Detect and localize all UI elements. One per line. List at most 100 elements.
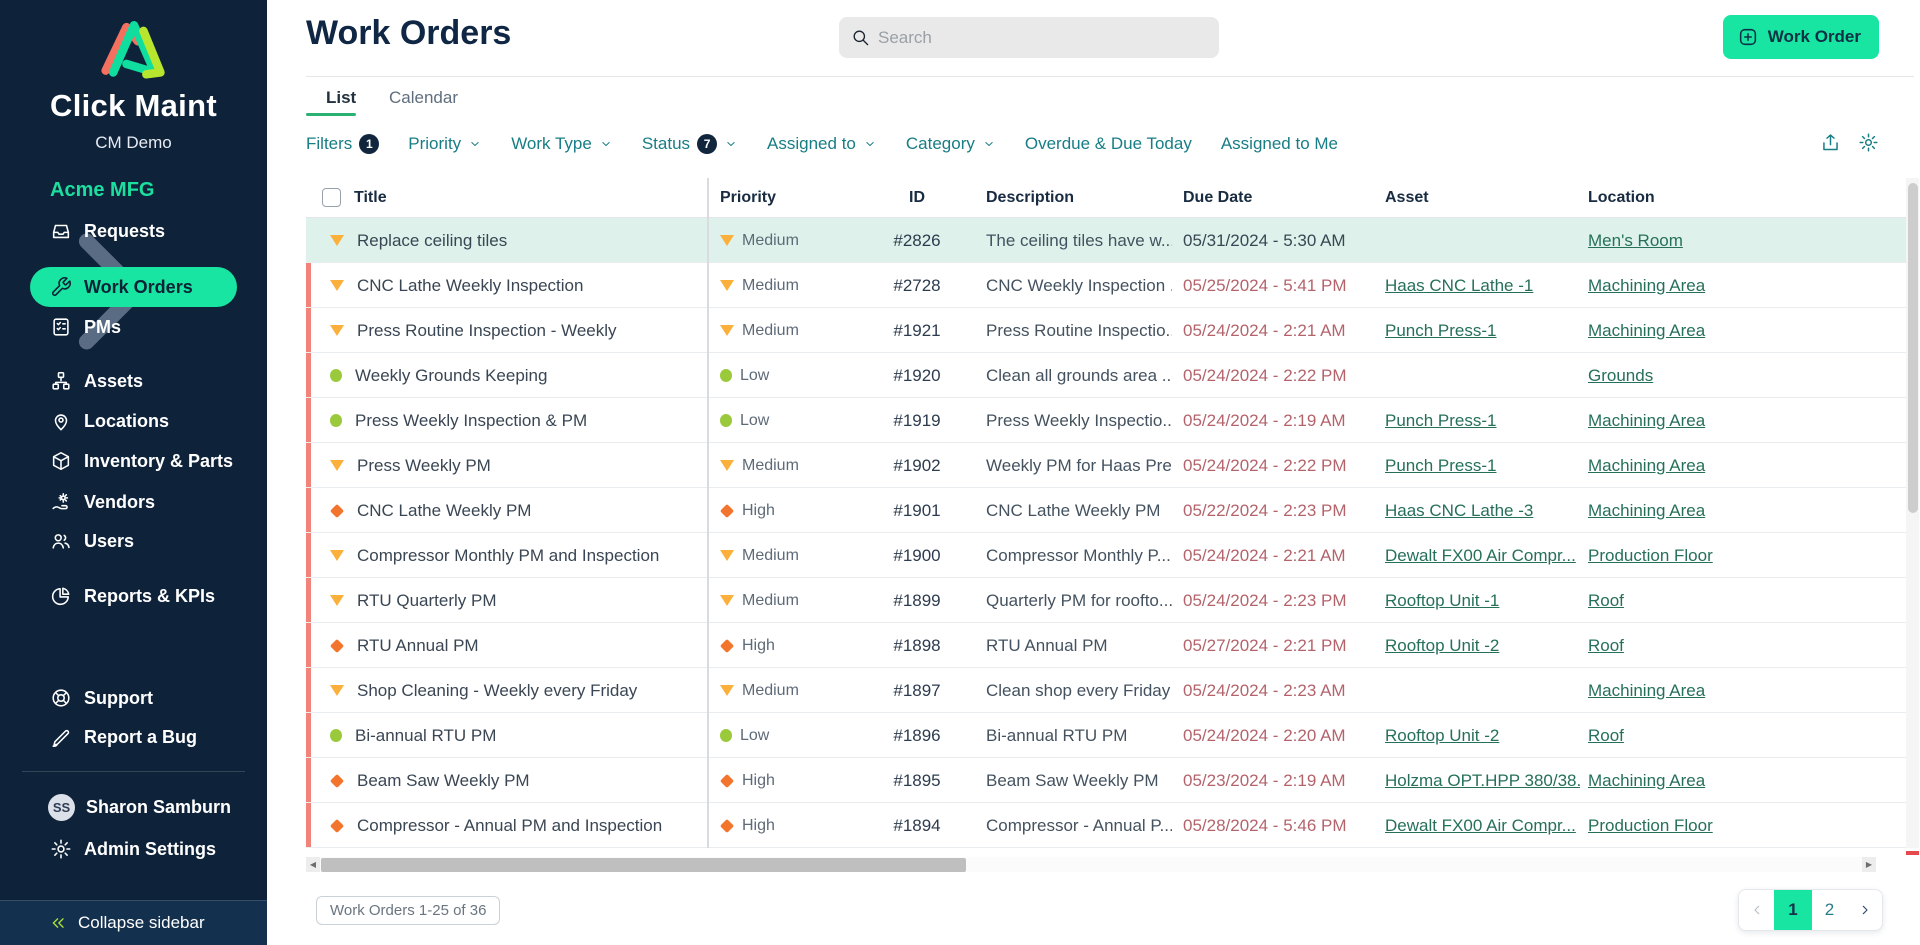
column-header-description[interactable]: Description (975, 189, 1172, 207)
wo-location-link[interactable]: Machining Area (1588, 276, 1705, 296)
user-menu[interactable]: SS Sharon Samburn (0, 793, 267, 823)
wo-asset-link[interactable]: Punch Press-1 (1385, 411, 1497, 431)
wo-location-link[interactable]: Roof (1588, 726, 1624, 746)
sidebar-item-admin-settings[interactable]: Admin Settings (0, 835, 267, 863)
sidebar-item-requests[interactable]: Requests (0, 217, 267, 245)
account-switcher[interactable]: Acme MFG (0, 177, 267, 207)
wo-asset-link[interactable]: Haas CNC Lathe -1 (1385, 276, 1533, 296)
table-row[interactable]: Bi-annual RTU PMLow#1896Bi-annual RTU PM… (306, 713, 1907, 758)
wo-location-link[interactable]: Machining Area (1588, 501, 1705, 521)
wo-asset-link[interactable]: Holzma OPT.HPP 380/38... (1385, 771, 1580, 791)
export-button[interactable] (1820, 132, 1841, 153)
wo-asset-link[interactable]: Rooftop Unit -2 (1385, 636, 1499, 656)
filter-priority[interactable]: Priority (408, 134, 482, 154)
chevron-down-icon (599, 137, 613, 151)
wo-location-link[interactable]: Roof (1588, 591, 1624, 611)
next-page-button[interactable] (1847, 890, 1882, 930)
wo-priority-label: High (742, 502, 775, 520)
sidebar-item-reports-kpis[interactable]: Reports & KPIs (0, 582, 267, 610)
sidebar-item-inventory-parts[interactable]: Inventory & Parts (0, 447, 267, 475)
user-name: Sharon Samburn (86, 797, 231, 818)
wo-asset-link[interactable]: Dewalt FX00 Air Compr... (1385, 816, 1576, 836)
wo-location-link[interactable]: Machining Area (1588, 681, 1705, 701)
table-row[interactable]: Replace ceiling tilesMedium#2826The ceil… (306, 218, 1907, 263)
wo-asset-link[interactable]: Dewalt FX00 Air Compr... (1385, 546, 1576, 566)
collapse-sidebar-button[interactable]: Collapse sidebar (0, 900, 267, 945)
wo-location-link[interactable]: Men's Room (1588, 231, 1683, 251)
wo-asset-link[interactable]: Haas CNC Lathe -3 (1385, 501, 1533, 521)
wo-title-cell: RTU Quarterly PM (306, 578, 707, 623)
search-input[interactable] (878, 28, 1198, 48)
wo-location-link[interactable]: Roof (1588, 636, 1624, 656)
table-row[interactable]: Weekly Grounds KeepingLow#1920Clean all … (306, 353, 1907, 398)
scroll-left-arrow[interactable]: ◀ (306, 857, 320, 872)
filter-work-type[interactable]: Work Type (511, 134, 613, 154)
table-row[interactable]: Compressor - Annual PM and InspectionHig… (306, 803, 1907, 848)
wo-id: #1920 (859, 353, 975, 398)
wo-due-date: 05/24/2024 - 2:19 AM (1172, 398, 1377, 443)
vertical-scrollbar-thumb[interactable] (1908, 183, 1918, 513)
filter-label: Category (906, 134, 975, 154)
wo-location-link[interactable]: Machining Area (1588, 321, 1705, 341)
wo-location-link[interactable]: Machining Area (1588, 771, 1705, 791)
wo-priority-label: Medium (742, 682, 799, 700)
sidebar-item-label: Users (84, 531, 134, 552)
wo-asset-link[interactable]: Rooftop Unit -1 (1385, 591, 1499, 611)
column-header-asset[interactable]: Asset (1377, 189, 1580, 207)
wo-location-link[interactable]: Grounds (1588, 366, 1653, 386)
column-header-id[interactable]: ID (859, 189, 975, 207)
column-header-due-date[interactable]: Due Date (1172, 189, 1377, 207)
table-row[interactable]: Compressor Monthly PM and InspectionMedi… (306, 533, 1907, 578)
horizontal-scrollbar[interactable]: ◀ ▶ (306, 857, 1876, 872)
settings-gear-button[interactable] (1858, 132, 1879, 153)
vertical-scrollbar[interactable] (1906, 178, 1919, 848)
wo-title-cell: Compressor Monthly PM and Inspection (306, 533, 707, 578)
new-work-order-button[interactable]: Work Order (1723, 15, 1879, 59)
tab-list[interactable]: List (326, 88, 356, 108)
table-row[interactable]: RTU Annual PMHigh#1898RTU Annual PM05/27… (306, 623, 1907, 668)
tab-calendar[interactable]: Calendar (389, 88, 458, 108)
sidebar-item-work-orders[interactable]: Work Orders (30, 267, 237, 307)
table-row[interactable]: RTU Quarterly PMMedium#1899Quarterly PM … (306, 578, 1907, 623)
sidebar-item-locations[interactable]: Locations (0, 407, 267, 435)
page-2-button[interactable]: 2 (1812, 890, 1847, 930)
filter-category[interactable]: Category (906, 134, 996, 154)
column-header-priority[interactable]: Priority (707, 189, 859, 207)
wo-location-link[interactable]: Machining Area (1588, 456, 1705, 476)
table-row[interactable]: CNC Lathe Weekly PMHigh#1901CNC Lathe We… (306, 488, 1907, 533)
scroll-right-arrow[interactable]: ▶ (1862, 857, 1876, 872)
table-row[interactable]: CNC Lathe Weekly InspectionMedium#2728CN… (306, 263, 1907, 308)
sidebar-item-vendors[interactable]: Vendors (0, 488, 267, 516)
wo-location-link[interactable]: Production Floor (1588, 546, 1713, 566)
wo-asset-link[interactable]: Rooftop Unit -2 (1385, 726, 1499, 746)
sidebar-item-support[interactable]: Support (0, 684, 267, 712)
table-row[interactable]: Beam Saw Weekly PMHigh#1895Beam Saw Week… (306, 758, 1907, 803)
priority-high-icon (330, 638, 344, 652)
sidebar-item-assets[interactable]: Assets (0, 367, 267, 395)
sidebar-item-pms[interactable]: PMs (0, 313, 267, 341)
prev-page-button[interactable] (1739, 890, 1774, 930)
wo-id: #1902 (859, 443, 975, 488)
page-1-button[interactable]: 1 (1774, 890, 1812, 930)
wo-location-link[interactable]: Machining Area (1588, 411, 1705, 431)
filter-assigned-to-me[interactable]: Assigned to Me (1221, 134, 1338, 154)
filter-status[interactable]: Status7 (642, 134, 738, 154)
table-row[interactable]: Press Routine Inspection - WeeklyMedium#… (306, 308, 1907, 353)
table-row[interactable]: Press Weekly PMMedium#1902Weekly PM for … (306, 443, 1907, 488)
wo-location-link[interactable]: Production Floor (1588, 816, 1713, 836)
wo-asset-link[interactable]: Punch Press-1 (1385, 456, 1497, 476)
wo-asset-link[interactable]: Punch Press-1 (1385, 321, 1497, 341)
sidebar-item-users[interactable]: Users (0, 527, 267, 555)
filter-overdue-due-today[interactable]: Overdue & Due Today (1025, 134, 1192, 154)
table-row[interactable]: Press Weekly Inspection & PMLow#1919Pres… (306, 398, 1907, 443)
column-header-title[interactable]: Title (306, 188, 707, 207)
filter-filters[interactable]: Filters1 (306, 134, 379, 154)
sidebar-item-report-a-bug[interactable]: Report a Bug (0, 723, 267, 751)
checklist-icon (50, 316, 72, 338)
select-all-checkbox[interactable] (322, 188, 341, 207)
horizontal-scrollbar-thumb[interactable] (321, 858, 966, 872)
column-header-location[interactable]: Location (1580, 189, 1907, 207)
lifebuoy-icon (50, 687, 72, 709)
table-row[interactable]: Shop Cleaning - Weekly every FridayMediu… (306, 668, 1907, 713)
filter-assigned-to[interactable]: Assigned to (767, 134, 877, 154)
